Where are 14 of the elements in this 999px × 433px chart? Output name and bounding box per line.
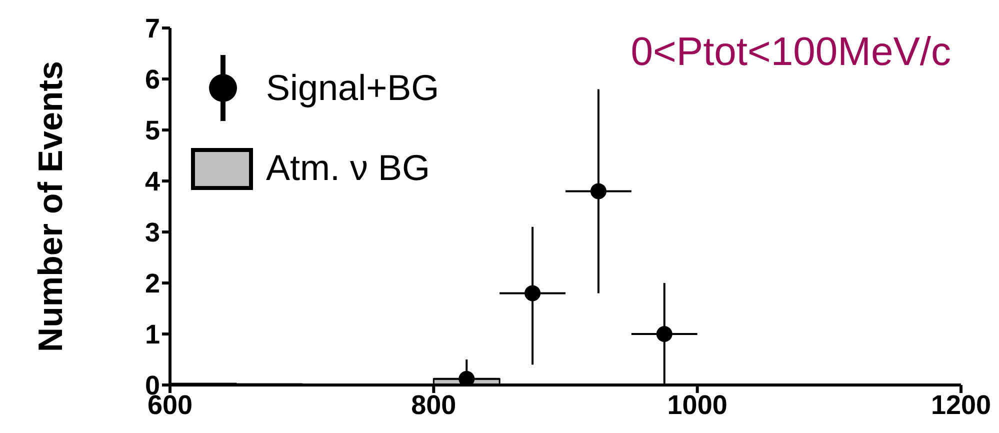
legend-label: Atm. ν BG [266, 147, 430, 189]
y-tick-label: 3 [144, 218, 160, 248]
y-axis-title: Number of Events [32, 61, 70, 352]
y-tick-label: 2 [144, 268, 160, 299]
y-tick-label: 4 [144, 166, 160, 197]
y-tick-label: 5 [144, 116, 160, 146]
legend-label: Signal+BG [266, 67, 440, 109]
x-tick-label: 1200 [930, 390, 992, 420]
y-tick-label: 7 [144, 14, 160, 44]
x-tick-label: 1000 [667, 390, 728, 420]
annotation: 0<Ptot<100MeV/c [630, 30, 951, 75]
x-tick-label: 800 [411, 390, 456, 420]
y-tick-label: 6 [144, 64, 160, 95]
y-tick-label: 1 [144, 320, 160, 350]
